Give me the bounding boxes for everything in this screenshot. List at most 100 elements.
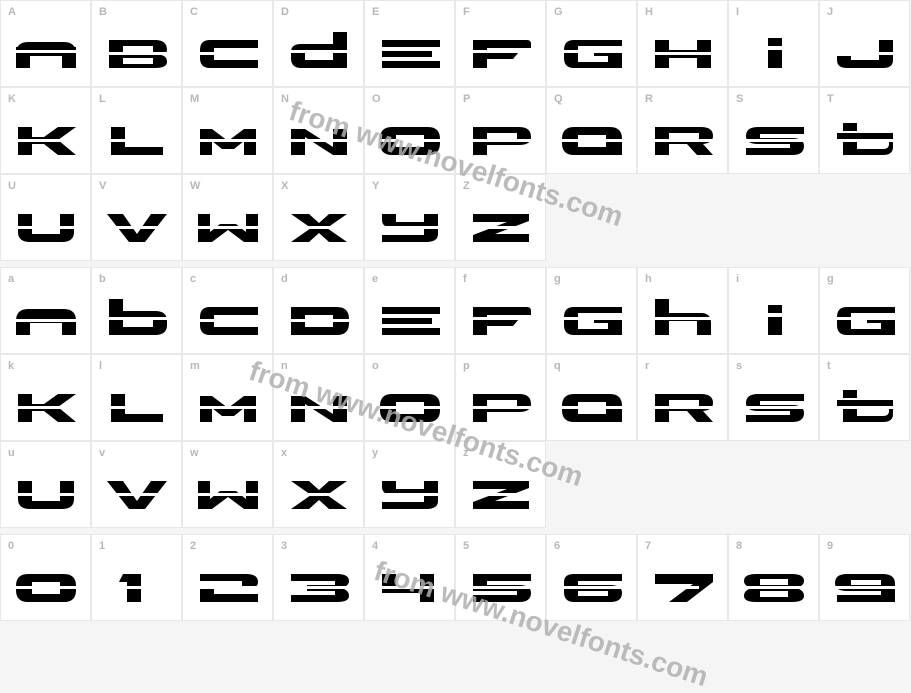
glyph [10, 293, 82, 341]
glyph [10, 380, 82, 428]
glyph [10, 113, 82, 161]
glyph-cell: h [637, 267, 728, 354]
glyph-cell: p [455, 354, 546, 441]
glyph [738, 293, 810, 341]
key-label: Q [554, 93, 563, 105]
glyph-cell: D [273, 0, 364, 87]
glyph-cell: g [819, 267, 910, 354]
glyph-cell: F [455, 0, 546, 87]
glyph-cell: n [273, 354, 364, 441]
key-label: E [372, 6, 379, 18]
glyph-cell: c [182, 267, 273, 354]
glyph [283, 26, 355, 74]
glyph-cell: y [364, 441, 455, 528]
glyph [283, 200, 355, 248]
glyph [829, 293, 901, 341]
glyph-cell: 2 [182, 534, 273, 621]
glyph-cell: H [637, 0, 728, 87]
glyph [829, 113, 901, 161]
glyph [192, 200, 264, 248]
glyph-cell: 8 [728, 534, 819, 621]
glyph-cell: t [819, 354, 910, 441]
glyph [465, 113, 537, 161]
glyph-cell: A [0, 0, 91, 87]
glyph-cell: f [455, 267, 546, 354]
glyph-cell: x [273, 441, 364, 528]
glyph-cell: a [0, 267, 91, 354]
glyph-cell: w [182, 441, 273, 528]
key-label: r [645, 360, 649, 372]
empty-cell [546, 174, 637, 261]
key-label: 2 [190, 540, 196, 552]
glyph-cell: 4 [364, 534, 455, 621]
glyph-cell: 5 [455, 534, 546, 621]
glyph [10, 26, 82, 74]
empty-cell [819, 174, 910, 261]
glyph-cell: m [182, 354, 273, 441]
glyph [647, 380, 719, 428]
glyph-cell: G [546, 0, 637, 87]
empty-cell [819, 441, 910, 528]
key-label: p [463, 360, 470, 372]
glyph [101, 560, 173, 608]
key-label: e [372, 273, 378, 285]
key-label: s [736, 360, 742, 372]
glyph [829, 26, 901, 74]
glyph [647, 293, 719, 341]
key-label: d [281, 273, 288, 285]
key-label: Z [463, 180, 470, 192]
charmap-row: uvwxyz [0, 441, 911, 528]
key-label: K [8, 93, 16, 105]
glyph [738, 113, 810, 161]
glyph-cell: Y [364, 174, 455, 261]
glyph [101, 26, 173, 74]
glyph [10, 467, 82, 515]
glyph-cell: O [364, 87, 455, 174]
key-label: N [281, 93, 289, 105]
empty-cell [546, 441, 637, 528]
key-label: D [281, 6, 289, 18]
key-label: S [736, 93, 743, 105]
glyph [374, 113, 446, 161]
glyph [647, 26, 719, 74]
glyph-cell: k [0, 354, 91, 441]
glyph [374, 380, 446, 428]
key-label: g [827, 273, 834, 285]
glyph-cell: Z [455, 174, 546, 261]
key-label: n [281, 360, 288, 372]
glyph-cell: g [546, 267, 637, 354]
key-label: m [190, 360, 200, 372]
charmap-row: ABCDEFGHIJ [0, 0, 911, 87]
glyph-cell: 3 [273, 534, 364, 621]
key-label: L [99, 93, 106, 105]
glyph-cell: i [728, 267, 819, 354]
glyph [192, 380, 264, 428]
glyph [556, 26, 628, 74]
charmap-row: KLMNOPQRST [0, 87, 911, 174]
glyph [192, 560, 264, 608]
glyph-cell: L [91, 87, 182, 174]
key-label: H [645, 6, 653, 18]
key-label: i [736, 273, 739, 285]
key-label: l [99, 360, 102, 372]
key-label: k [8, 360, 14, 372]
key-label: w [190, 447, 199, 459]
glyph [283, 293, 355, 341]
glyph [647, 560, 719, 608]
key-label: 4 [372, 540, 378, 552]
glyph-cell: Q [546, 87, 637, 174]
glyph-cell: R [637, 87, 728, 174]
glyph [101, 293, 173, 341]
key-label: O [372, 93, 381, 105]
glyph [283, 380, 355, 428]
glyph [738, 380, 810, 428]
glyph-cell: o [364, 354, 455, 441]
glyph-cell: 6 [546, 534, 637, 621]
key-label: B [99, 6, 107, 18]
empty-cell [637, 174, 728, 261]
glyph [374, 467, 446, 515]
glyph-cell: T [819, 87, 910, 174]
glyph [101, 380, 173, 428]
glyph-cell: 0 [0, 534, 91, 621]
glyph [101, 200, 173, 248]
